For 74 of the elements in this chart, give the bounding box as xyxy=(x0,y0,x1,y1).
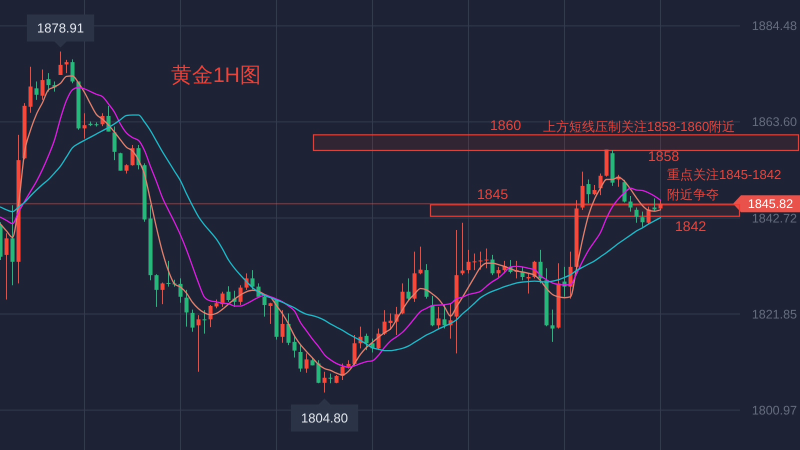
candlestick xyxy=(490,254,494,276)
candlestick xyxy=(202,310,206,334)
candlestick xyxy=(226,286,230,302)
candlestick xyxy=(130,144,134,166)
candlestick xyxy=(58,50,62,76)
candlestick xyxy=(208,304,212,328)
candlestick xyxy=(442,304,446,330)
candlestick xyxy=(550,309,554,342)
annotation: 1860 xyxy=(490,117,522,133)
candlestick xyxy=(40,68,44,100)
candlestick xyxy=(262,295,266,318)
annotation: 上方短线压制关注1858-1860附近 xyxy=(543,119,736,134)
candlestick xyxy=(400,282,404,315)
candlestick xyxy=(388,312,392,330)
candlestick xyxy=(640,211,644,228)
y-tick-label: 1800.97 xyxy=(752,403,798,418)
candlestick xyxy=(34,80,38,100)
candlestick xyxy=(292,334,296,358)
candlestick xyxy=(304,352,308,374)
candlestick xyxy=(196,314,200,372)
candlestick xyxy=(628,196,632,212)
text: 黄金1H图 xyxy=(171,64,261,87)
candlestick xyxy=(82,112,86,139)
y-tick-label: 1884.48 xyxy=(752,19,798,34)
candlestick xyxy=(580,171,584,210)
candlestick xyxy=(238,284,242,306)
candlestick xyxy=(496,266,500,279)
y-tick-label: 1842.72 xyxy=(752,211,798,226)
candlestick xyxy=(184,289,188,328)
candlestick xyxy=(298,344,302,372)
candlestick xyxy=(418,246,422,275)
candlestick xyxy=(28,66,32,114)
candlestick xyxy=(586,178,590,204)
candlestick xyxy=(634,207,638,224)
candlestick xyxy=(478,251,482,270)
candlestick xyxy=(124,164,128,174)
candlestick xyxy=(430,295,434,327)
candlestick xyxy=(46,72,50,92)
candlestick xyxy=(190,309,194,332)
candlestick xyxy=(436,306,440,330)
annotation: 1804.80 xyxy=(301,410,348,426)
candlestick xyxy=(280,310,284,344)
candlestick xyxy=(250,270,254,290)
candlestick xyxy=(364,333,368,351)
candlestick xyxy=(406,278,410,300)
text: 1842 xyxy=(675,218,706,234)
candlestick xyxy=(328,373,332,384)
y-tick-label: 1821.85 xyxy=(752,307,798,322)
candlestick xyxy=(472,253,476,271)
candlestick xyxy=(4,232,8,300)
annotation: 1858 xyxy=(648,148,680,164)
candlestick xyxy=(268,302,272,324)
candlestick xyxy=(10,204,14,286)
annotation: 1845 xyxy=(477,186,508,202)
candlestick xyxy=(322,371,326,393)
y-tick-label: 1863.60 xyxy=(752,115,798,130)
candlestick xyxy=(112,126,116,161)
candlestick xyxy=(352,334,356,366)
annotation: 1878.91 xyxy=(37,20,84,36)
candlestick xyxy=(286,312,290,346)
candlestick xyxy=(316,360,320,384)
candlestick xyxy=(592,184,596,196)
candlestick xyxy=(160,282,164,305)
candlestick xyxy=(466,249,470,274)
candlestick xyxy=(652,198,656,212)
candlestick xyxy=(526,272,530,294)
candlestick xyxy=(484,248,488,269)
candlestick xyxy=(658,200,662,210)
candlestick xyxy=(64,59,68,74)
candlestick xyxy=(154,274,158,308)
candlestick xyxy=(460,222,464,276)
candlestick xyxy=(382,310,386,336)
candlestick xyxy=(70,58,74,84)
candlestick xyxy=(166,260,170,288)
